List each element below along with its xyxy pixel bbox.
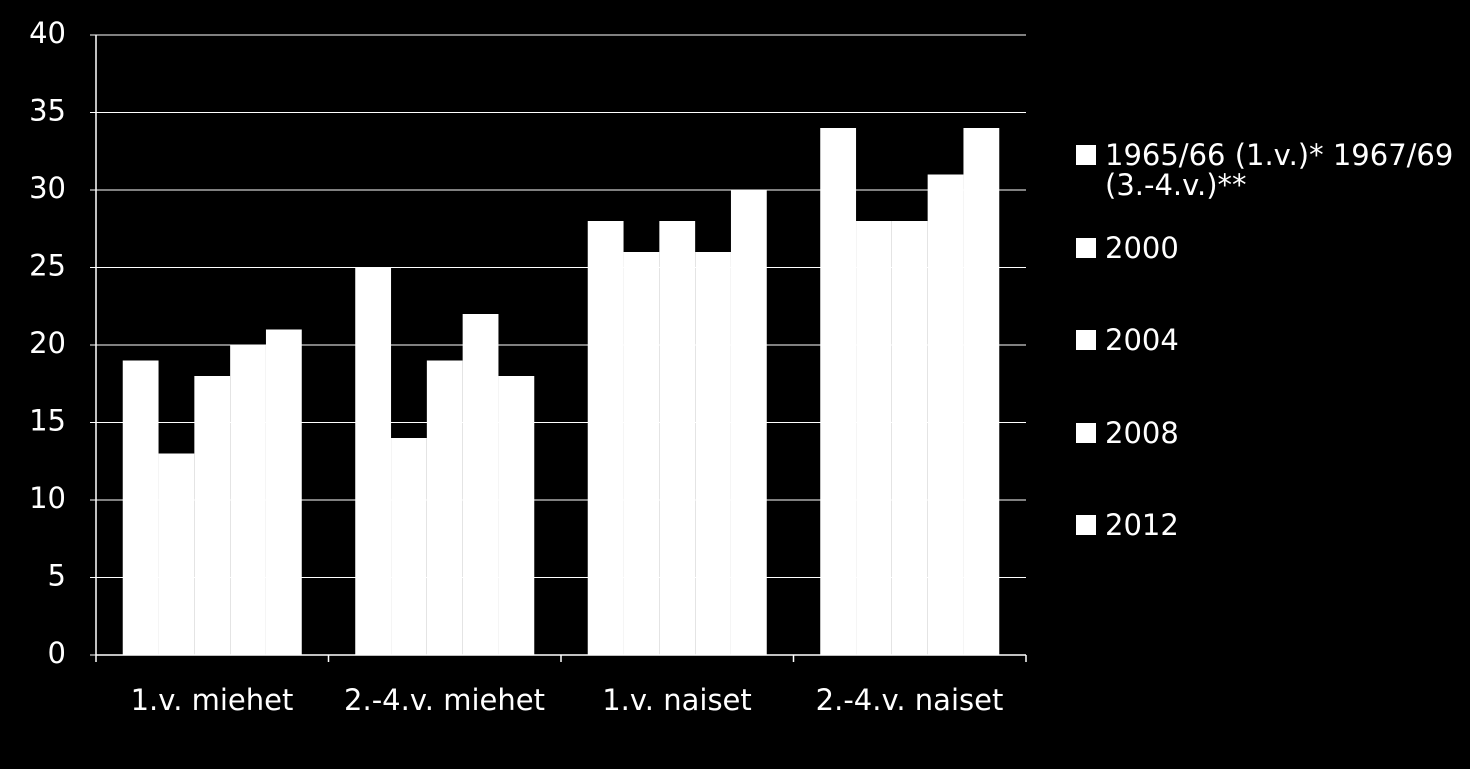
y-tick-label: 30: [29, 171, 66, 205]
y-tick-label: 15: [29, 404, 66, 438]
x-tick-label: 1.v. miehet: [130, 683, 294, 717]
legend-label: 2008: [1105, 415, 1179, 450]
bar: [856, 221, 892, 655]
legend-item: 2008: [1076, 418, 1456, 448]
legend-swatch: [1076, 145, 1096, 165]
bar: [587, 221, 624, 655]
bar: [158, 453, 195, 655]
y-tick-label: 35: [29, 94, 66, 128]
legend-label: 1965/66 (1.v.)* 1967/69 (3.-4.v.)**: [1105, 138, 1454, 202]
bar: [927, 174, 964, 655]
bar: [891, 221, 928, 655]
y-tick-label: 5: [48, 559, 66, 593]
bar: [426, 360, 463, 655]
bar: [695, 252, 731, 655]
legend-item: 2000: [1076, 233, 1456, 263]
bar: [963, 128, 1000, 655]
bar: [820, 128, 857, 655]
legend-label: 2000: [1105, 230, 1179, 265]
x-tick-label: 2.-4.v. naiset: [815, 683, 1004, 717]
bar: [659, 221, 696, 655]
legend-label: 2004: [1105, 323, 1179, 357]
bar: [265, 329, 302, 655]
bar: [730, 190, 767, 655]
bar: [230, 345, 266, 655]
x-tick-label: 2.-4.v. miehet: [344, 683, 545, 717]
bar: [391, 438, 427, 655]
bar: [498, 376, 535, 655]
bar: [355, 267, 392, 655]
y-tick-label: 25: [29, 249, 66, 283]
legend-swatch: [1076, 515, 1096, 535]
legend-item: 1965/66 (1.v.)* 1967/69 (3.-4.v.)**: [1076, 140, 1456, 200]
legend-swatch: [1076, 330, 1096, 350]
bar: [194, 376, 231, 655]
y-tick-label: 0: [48, 636, 66, 670]
legend-swatch: [1076, 237, 1096, 258]
y-tick-label: 20: [29, 326, 66, 360]
bar: [122, 360, 159, 655]
legend-swatch: [1076, 422, 1096, 443]
legend-label: 2012: [1105, 508, 1179, 542]
bar: [623, 252, 660, 655]
legend-item: 2004: [1076, 325, 1456, 355]
bar: [462, 314, 499, 655]
y-tick-label: 40: [29, 16, 66, 50]
y-tick-label: 10: [29, 481, 66, 515]
x-tick-label: 1.v. naiset: [602, 683, 752, 717]
legend-item: 2012: [1076, 510, 1456, 540]
